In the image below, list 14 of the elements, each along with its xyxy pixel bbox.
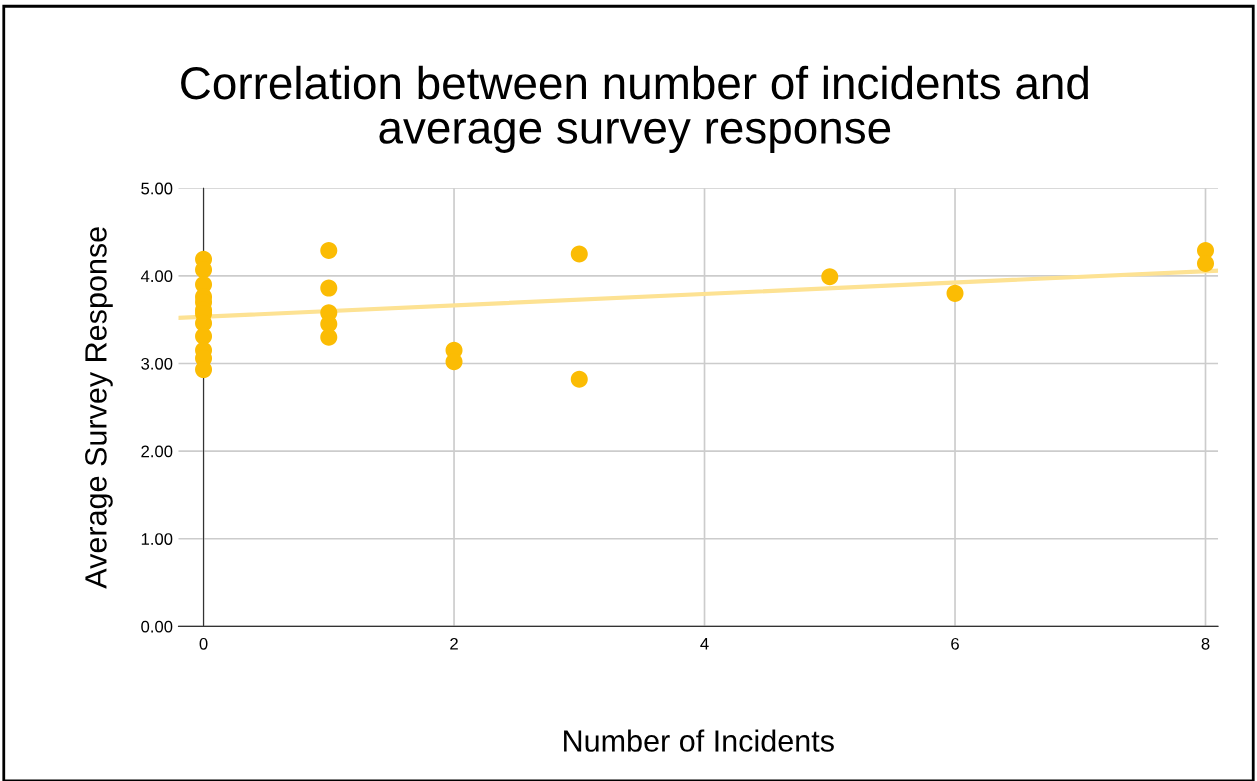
y-tick-label: 2.00 xyxy=(141,445,173,458)
y-tick-label: 5.00 xyxy=(141,182,173,195)
y-tick-label: 0.00 xyxy=(141,620,173,633)
chart-title: Correlation between number of incidents and average survey response xyxy=(181,65,1088,153)
y-axis-title: Average Survey Response xyxy=(85,227,113,589)
y-tick-label: 1.00 xyxy=(141,533,173,545)
x-tick-label: 0 xyxy=(199,637,208,650)
x-tick-label: 8 xyxy=(1201,637,1210,650)
x-tick-label: 4 xyxy=(700,638,709,650)
y-tick-label: 4.00 xyxy=(140,270,173,283)
x-tick-label: 2 xyxy=(450,637,458,650)
x-axis-title: Number of Incidents xyxy=(564,729,834,752)
x-tick-label: 6 xyxy=(951,637,959,650)
y-tick-label: 3.00 xyxy=(141,357,173,370)
